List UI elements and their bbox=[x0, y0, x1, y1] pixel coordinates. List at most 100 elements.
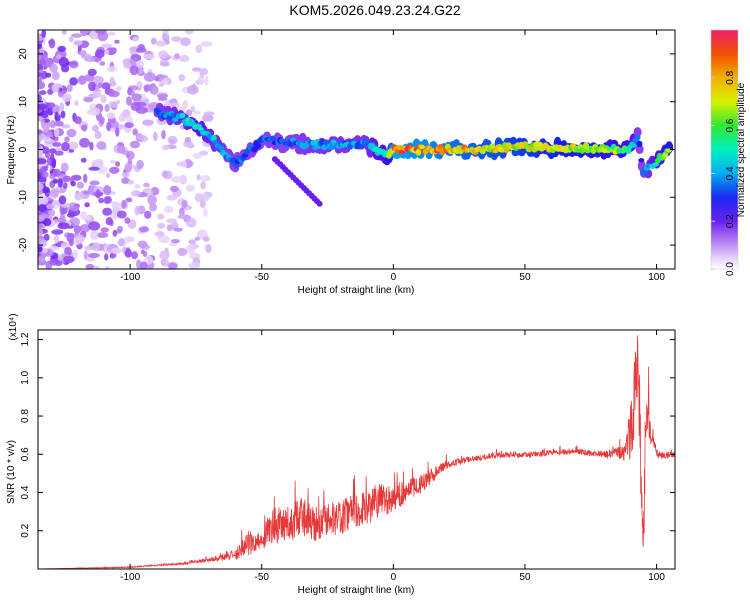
heatmap-cell bbox=[52, 178, 59, 184]
heatmap-cell bbox=[56, 54, 62, 59]
heatmap-cell bbox=[110, 210, 119, 220]
heatmap-cell bbox=[398, 149, 405, 155]
heatmap-cell bbox=[89, 180, 100, 186]
heatmap-cell bbox=[51, 229, 64, 235]
heatmap-cell bbox=[84, 202, 90, 208]
heatmap-cell bbox=[72, 249, 79, 259]
heatmap-cell bbox=[177, 214, 189, 220]
heatmap-cell bbox=[48, 38, 56, 49]
colorbar-tick-label: 0.8 bbox=[725, 70, 736, 84]
heatmap-cell bbox=[143, 182, 150, 188]
x-tick-label: -100 bbox=[120, 572, 140, 583]
snr-y-label: SNR (10 * v/v) bbox=[6, 440, 17, 504]
heatmap-cell bbox=[176, 161, 185, 167]
heatmap-cell bbox=[638, 158, 645, 163]
heatmap-cell bbox=[162, 33, 167, 41]
heatmap-cell bbox=[157, 222, 166, 229]
heatmap-cell bbox=[50, 153, 55, 162]
heatmap-cell bbox=[193, 152, 203, 159]
snr-x-axis: -100 -50 0 50 100 bbox=[120, 330, 665, 583]
heatmap-cell bbox=[90, 230, 99, 240]
heatmap-cell bbox=[95, 30, 107, 35]
colorbar-tick-label: 0.0 bbox=[725, 262, 736, 276]
heatmap-cell bbox=[38, 80, 44, 88]
heatmap-cell bbox=[162, 259, 170, 267]
heatmap-cell bbox=[98, 197, 105, 204]
heatmap-cell bbox=[200, 175, 211, 182]
heatmap-cell bbox=[132, 128, 138, 136]
heatmap-cell bbox=[166, 194, 178, 201]
heatmap-cell bbox=[52, 142, 62, 147]
x-tick-label: 50 bbox=[519, 572, 531, 583]
heatmap-cell bbox=[194, 236, 200, 241]
x-tick-label: 50 bbox=[519, 272, 531, 283]
heatmap-cell bbox=[98, 116, 105, 125]
heatmap-cell bbox=[110, 101, 118, 109]
heatmap-cell bbox=[191, 67, 202, 72]
heatmap-cell bbox=[142, 53, 155, 60]
heatmap-cell bbox=[182, 99, 188, 109]
heatmap-cell bbox=[74, 100, 79, 107]
heatmap-cell bbox=[38, 183, 44, 191]
heatmap-cell bbox=[71, 33, 83, 38]
spectrogram-y-label: Frequency (Hz) bbox=[6, 116, 17, 185]
heatmap-cell bbox=[69, 217, 80, 227]
heatmap-cell bbox=[85, 263, 95, 269]
colorbar: 0.0 0.2 0.4 0.6 0.8 Normalized spectral ampl… bbox=[710, 29, 747, 276]
heatmap-cell bbox=[60, 162, 69, 173]
heatmap-cell bbox=[157, 213, 165, 220]
heatmap-cell bbox=[134, 184, 141, 189]
heatmap-cell bbox=[79, 50, 87, 57]
heatmap-cell bbox=[157, 74, 169, 79]
heatmap-cell bbox=[50, 120, 56, 129]
heatmap-cell bbox=[124, 217, 131, 224]
heatmap-cell bbox=[158, 82, 165, 87]
heatmap-cell bbox=[69, 77, 78, 86]
heatmap-cell bbox=[118, 113, 126, 122]
heatmap-cell bbox=[87, 253, 100, 258]
heatmap-cell bbox=[38, 189, 44, 196]
heatmap-cell bbox=[358, 144, 365, 149]
heatmap-cell bbox=[194, 192, 204, 203]
heatmap-cell bbox=[137, 44, 145, 50]
heatmap-cell bbox=[131, 93, 142, 102]
heatmap-cell bbox=[126, 96, 132, 106]
heatmap-cell bbox=[54, 234, 59, 244]
heatmap-cell bbox=[53, 127, 60, 138]
heatmap-cell bbox=[80, 30, 89, 37]
heatmap-cell bbox=[136, 60, 144, 69]
colorbar-label: Normalized spectral amplitude bbox=[736, 82, 747, 217]
heatmap-cell bbox=[136, 81, 143, 88]
heatmap-cell bbox=[415, 148, 422, 156]
heatmap-cell bbox=[147, 195, 157, 205]
heatmap-cell bbox=[180, 37, 191, 47]
heatmap-cell bbox=[115, 126, 120, 137]
heatmap-cell bbox=[109, 166, 120, 174]
x-tick-label: 0 bbox=[391, 272, 397, 283]
heatmap-cell bbox=[185, 184, 195, 192]
heatmap-cell bbox=[83, 173, 88, 183]
heatmap-cell bbox=[57, 178, 63, 188]
heatmap-cell bbox=[102, 207, 112, 216]
spectrogram-x-label: Height of straight line (km) bbox=[298, 285, 415, 296]
colorbar-tick-label: 0.6 bbox=[725, 118, 736, 132]
heatmap-cell bbox=[84, 74, 95, 82]
heatmap-cell bbox=[51, 83, 60, 93]
heatmap-cell bbox=[179, 112, 186, 119]
y-tick-label: 20 bbox=[18, 48, 29, 60]
heatmap-cell bbox=[124, 249, 133, 258]
heatmap-cell bbox=[52, 168, 62, 177]
heatmap-cell bbox=[46, 102, 56, 108]
heatmap-cell bbox=[103, 185, 112, 196]
heatmap-cell bbox=[47, 208, 56, 217]
heatmap-cell bbox=[73, 40, 83, 46]
heatmap-cell bbox=[105, 266, 110, 269]
heatmap-cell bbox=[105, 196, 112, 204]
heatmap-cell bbox=[159, 250, 170, 260]
heatmap-cell bbox=[149, 85, 159, 95]
heatmap-cell bbox=[38, 141, 41, 148]
heatmap-cell bbox=[634, 134, 641, 140]
heatmap-cell bbox=[269, 135, 276, 142]
y-tick-label: -10 bbox=[18, 190, 29, 205]
heatmap-cell bbox=[99, 61, 106, 66]
